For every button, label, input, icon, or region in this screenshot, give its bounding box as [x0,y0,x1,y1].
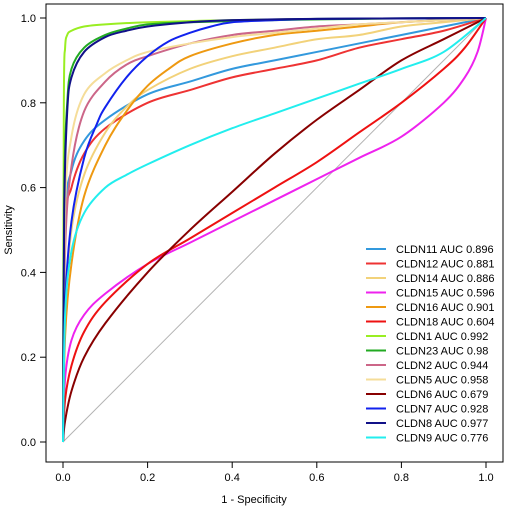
legend-label: CLDN15 AUC 0.596 [396,288,494,300]
legend: CLDN11 AUC 0.896 CLDN12 AUC 0.881 CLDN14 A… [366,244,494,445]
y-tick-label: 0.2 [21,352,36,364]
legend-label: CLDN8 AUC 0.977 [396,418,488,430]
series-line-6 [62,17,487,443]
legend-label: CLDN23 AUC 0.98 [396,346,488,358]
x-axis-title: 1 - Specificity [221,494,287,506]
legend-entry: CLDN2 AUC 0.944 [366,360,488,372]
y-tick-label: 0.4 [21,267,36,279]
legend-label: CLDN5 AUC 0.958 [396,375,488,387]
y-tick-label: 1.0 [21,13,36,25]
legend-label: CLDN14 AUC 0.886 [396,273,494,285]
series-line-13 [62,17,487,443]
reference-line [62,17,487,443]
y-axis: 0.0 0.2 0.4 0.6 0.8 1.0 [21,13,46,449]
legend-entry: CLDN8 AUC 0.977 [366,418,488,430]
x-tick-label: 1.0 [478,472,493,484]
x-axis: 0.0 0.2 0.4 0.6 0.8 1.0 [55,462,494,484]
x-tick-label: 0.2 [140,472,155,484]
y-tick-label: 0.6 [21,183,36,195]
legend-entry: CLDN7 AUC 0.928 [366,404,488,416]
x-tick-label: 0.8 [394,472,409,484]
x-tick-label: 0.0 [55,472,70,484]
legend-label: CLDN7 AUC 0.928 [396,404,488,416]
legend-entry: CLDN15 AUC 0.596 [366,288,494,300]
legend-label: CLDN2 AUC 0.944 [396,360,488,372]
series-line-10 [62,17,487,443]
legend-label: CLDN6 AUC 0.679 [396,389,488,401]
series-line-1 [62,17,487,443]
series-line-11 [62,17,487,443]
legend-entry: CLDN23 AUC 0.98 [366,346,488,358]
series-line-5 [62,17,487,443]
x-tick-label: 0.4 [225,472,240,484]
legend-label: CLDN11 AUC 0.896 [396,244,494,256]
legend-label: CLDN12 AUC 0.881 [396,259,494,271]
legend-entry: CLDN12 AUC 0.881 [366,259,494,271]
y-axis-title: Sensitivity [3,205,15,255]
legend-entry: CLDN11 AUC 0.896 [366,244,494,256]
y-tick-label: 0.8 [21,98,36,110]
x-tick-label: 0.6 [309,472,324,484]
series-line-14 [62,17,487,443]
legend-entry: CLDN9 AUC 0.776 [366,433,488,445]
legend-entry: CLDN14 AUC 0.886 [366,273,494,285]
legend-entry: CLDN18 AUC 0.604 [366,317,494,329]
series-line-4 [62,17,487,443]
legend-entry: CLDN1 AUC 0.992 [366,331,488,343]
y-tick-label: 0.0 [21,437,36,449]
legend-entry: CLDN16 AUC 0.901 [366,302,494,314]
legend-entry: CLDN6 AUC 0.679 [366,389,488,401]
legend-label: CLDN18 AUC 0.604 [396,317,494,329]
axis-layer: 0.0 0.2 0.4 0.6 0.8 1.0 0.0 0.2 0.4 0.6 0.8 1.0 [21,3,504,484]
legend-label: CLDN16 AUC 0.901 [396,302,494,314]
legend-entry: CLDN5 AUC 0.958 [366,375,488,387]
plot-layer [62,17,487,443]
plot-frame [45,3,504,463]
legend-label: CLDN9 AUC 0.776 [396,433,488,445]
legend-label: CLDN1 AUC 0.992 [396,331,488,343]
